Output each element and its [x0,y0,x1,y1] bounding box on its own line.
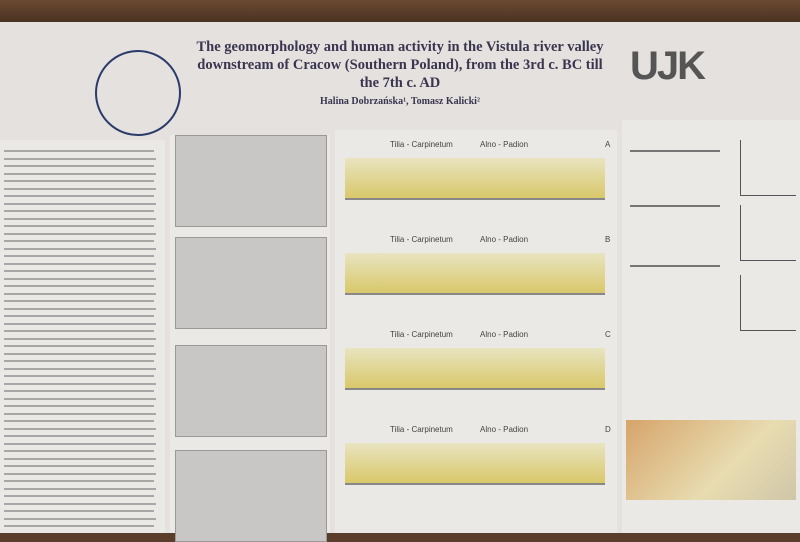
text-line [4,450,154,452]
text-line [4,495,154,497]
text-line [4,157,156,160]
section-label: C [605,330,611,339]
text-line [4,172,156,175]
text-line [4,510,154,512]
text-line [4,487,156,490]
map [175,450,327,542]
text-line [4,390,154,392]
vegetation-label: Alno - Padion [480,140,529,149]
vegetation-label: Alno - Padion [480,235,529,244]
text-line [4,292,156,295]
text-line [4,330,154,332]
authors: Halina Dobrzańska¹, Tomasz Kalicki² [320,96,480,107]
vegetation-label: Tilia - Carpinetum [390,330,453,339]
text-line [4,180,154,182]
section-label: A [605,140,611,149]
map [175,135,327,227]
text-line [4,465,154,467]
text-line [4,337,156,340]
text-line [4,412,156,415]
cross-section [345,158,605,200]
text-line [4,187,156,190]
text-line [4,247,156,250]
text-line [4,202,156,205]
text-line [4,307,156,310]
cross-section [345,348,605,390]
text-line [4,345,154,347]
section-label: D [605,425,611,434]
vegetation-label: Alno - Padion [480,330,529,339]
map [175,237,327,329]
text-line [4,270,154,272]
text-line [4,195,154,197]
text-line [4,457,156,460]
text-line [4,322,156,325]
text-line [4,427,156,430]
text-line [4,435,154,437]
vegetation-label: Tilia - Carpinetum [390,425,453,434]
vegetation-label: Alno - Padion [480,425,529,434]
text-line [4,210,154,212]
profile [626,420,796,500]
text-line [4,397,156,400]
text-line [4,360,154,362]
vegetation-label: Tilia - Carpinetum [390,235,453,244]
text-line [4,502,156,505]
text-line [4,232,156,235]
text-line [4,150,154,152]
text-line [4,352,156,355]
text-line [4,517,156,520]
text-line [4,472,156,475]
text-line [4,165,154,167]
text-line [4,262,156,265]
text-line [4,382,156,385]
society-logo [95,50,181,136]
text-line [4,217,156,220]
diagram [630,205,720,232]
text-line [4,420,154,422]
map [175,345,327,437]
text-line [4,240,154,242]
text-line [4,300,154,302]
diagram [740,205,796,261]
column [0,140,165,533]
text-line [4,315,154,317]
diagram [740,140,796,196]
text-line [4,405,154,407]
text-line [4,480,154,482]
text-line [4,225,154,227]
text-line [4,277,156,280]
text-line [4,255,154,257]
text-line [4,442,156,445]
cross-section [345,253,605,295]
vegetation-label: Tilia - Carpinetum [390,140,453,149]
cross-section [345,443,605,485]
diagram [630,150,720,177]
diagram [740,275,796,331]
text-line [4,375,154,377]
text-line [4,367,156,370]
poster-title: The geomorphology and human activity in … [196,39,604,91]
text-line [4,525,154,527]
diagram [630,265,720,292]
text-line [4,285,154,287]
university-logo: UJK [630,44,706,88]
section-label: B [605,235,611,244]
